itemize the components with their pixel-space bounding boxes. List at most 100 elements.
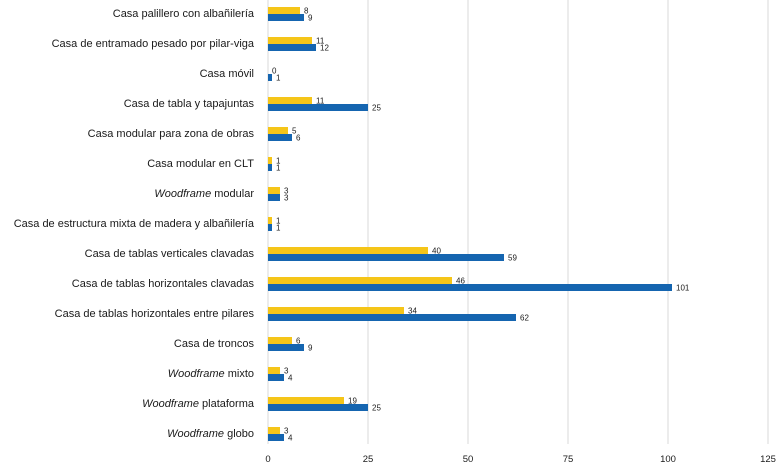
- category-label: Casa palillero con albañilería: [113, 8, 255, 20]
- bar-yellow: [268, 337, 292, 344]
- data-label: 9: [308, 14, 313, 23]
- category-label: Casa móvil: [200, 68, 254, 80]
- x-tick-label: 0: [265, 454, 270, 465]
- bar-yellow: [268, 427, 280, 434]
- bar-blue: [268, 134, 292, 141]
- category-label: Casa de tablas horizontales entre pilare…: [55, 308, 255, 320]
- value-labels: 8911120111255611331140594610134626934192…: [272, 7, 690, 443]
- category-label: Casa de entramado pesado por pilar-viga: [52, 38, 255, 50]
- category-label-text: Casa de troncos: [174, 338, 255, 350]
- x-axis-ticks: 0 25 50 75 100 125: [265, 454, 776, 465]
- bar-yellow: [268, 367, 280, 374]
- bar-yellow: [268, 187, 280, 194]
- data-label: 4: [288, 374, 293, 383]
- data-label: 4: [288, 434, 293, 443]
- data-label: 62: [520, 314, 529, 323]
- bar-blue: [268, 104, 368, 111]
- bars: [268, 7, 672, 441]
- category-label: Casa de tablas verticales clavadas: [85, 248, 255, 260]
- data-label: 40: [432, 247, 441, 256]
- category-label-text: Casa de tablas horizontales entre pilare…: [55, 308, 255, 320]
- category-label: Woodframe plataforma: [142, 398, 255, 410]
- category-label-text: Casa de tablas horizontales clavadas: [72, 278, 255, 290]
- category-label-text: Casa de estructura mixta de madera y alb…: [14, 218, 255, 230]
- category-label-text: globo: [224, 428, 254, 440]
- data-label: 1: [276, 224, 281, 233]
- data-label: 3: [284, 194, 289, 203]
- x-tick-label: 50: [463, 454, 474, 465]
- data-label: 25: [372, 104, 381, 113]
- bar-blue: [268, 224, 272, 231]
- data-label: 3: [284, 427, 289, 436]
- category-label: Woodframe modular: [154, 188, 254, 200]
- category-label: Woodframe globo: [167, 428, 254, 440]
- category-label-italic: Woodframe: [154, 188, 211, 200]
- data-label: 1: [276, 164, 281, 173]
- data-label: 1: [276, 157, 281, 166]
- category-label-text: Casa de tabla y tapajuntas: [124, 98, 255, 110]
- data-label: 5: [292, 127, 297, 136]
- data-label: 12: [320, 44, 329, 53]
- x-tick-label: 25: [363, 454, 374, 465]
- category-label-text: Casa modular en CLT: [147, 158, 254, 170]
- data-label: 11: [316, 37, 325, 46]
- category-label-text: Casa modular para zona de obras: [88, 128, 255, 140]
- bar-blue: [268, 404, 368, 411]
- data-label: 0: [272, 67, 277, 76]
- bar-yellow: [268, 37, 312, 44]
- category-label-text: Casa de entramado pesado por pilar-viga: [52, 38, 255, 50]
- x-tick-label: 100: [660, 454, 676, 465]
- category-label-text: Casa de tablas verticales clavadas: [85, 248, 255, 260]
- category-label: Casa de troncos: [174, 338, 255, 350]
- data-label: 3: [284, 367, 289, 376]
- data-label: 1: [276, 217, 281, 226]
- data-label: 8: [304, 7, 309, 16]
- data-label: 46: [456, 277, 465, 286]
- category-label-text: plataforma: [199, 398, 255, 410]
- data-label: 3: [284, 187, 289, 196]
- data-label: 101: [676, 284, 690, 293]
- category-label: Casa de tablas horizontales clavadas: [72, 278, 255, 290]
- bar-yellow: [268, 7, 300, 14]
- category-label-italic: Woodframe: [167, 428, 224, 440]
- category-label-italic: Woodframe: [168, 368, 225, 380]
- bar-yellow: [268, 157, 272, 164]
- bar-yellow: [268, 397, 344, 404]
- bar-blue: [268, 164, 272, 171]
- data-label: 9: [308, 344, 313, 353]
- bar-blue: [268, 74, 272, 81]
- bar-yellow: [268, 307, 404, 314]
- data-label: 6: [296, 337, 301, 346]
- category-label: Casa de tabla y tapajuntas: [124, 98, 255, 110]
- category-label: Casa modular en CLT: [147, 158, 254, 170]
- bar-blue: [268, 194, 280, 201]
- grid-lines: [267, 0, 769, 444]
- bar-blue: [268, 44, 316, 51]
- bar-blue: [268, 254, 504, 261]
- bar-blue: [268, 344, 304, 351]
- bar-yellow: [268, 97, 312, 104]
- bar-blue: [268, 14, 304, 21]
- category-label: Woodframe mixto: [168, 368, 254, 380]
- bar-blue: [268, 434, 284, 441]
- bar-yellow: [268, 247, 428, 254]
- category-label-text: Casa móvil: [200, 68, 254, 80]
- x-tick-label: 75: [563, 454, 574, 465]
- category-label-text: Casa palillero con albañilería: [113, 8, 255, 20]
- bar-blue: [268, 374, 284, 381]
- category-labels: Casa palillero con albañilería Casa de en…: [14, 8, 255, 440]
- bar-yellow: [268, 217, 272, 224]
- data-label: 25: [372, 404, 381, 413]
- data-label: 1: [276, 74, 281, 83]
- x-tick-label: 125: [760, 454, 776, 465]
- category-label-italic: Woodframe: [142, 398, 199, 410]
- bar-yellow: [268, 127, 288, 134]
- bar-blue: [268, 314, 516, 321]
- category-label-text: modular: [211, 188, 254, 200]
- bar-blue: [268, 284, 672, 291]
- category-label: Casa de estructura mixta de madera y alb…: [14, 218, 255, 230]
- data-label: 11: [316, 97, 325, 106]
- category-label-text: mixto: [225, 368, 254, 380]
- data-label: 34: [408, 307, 417, 316]
